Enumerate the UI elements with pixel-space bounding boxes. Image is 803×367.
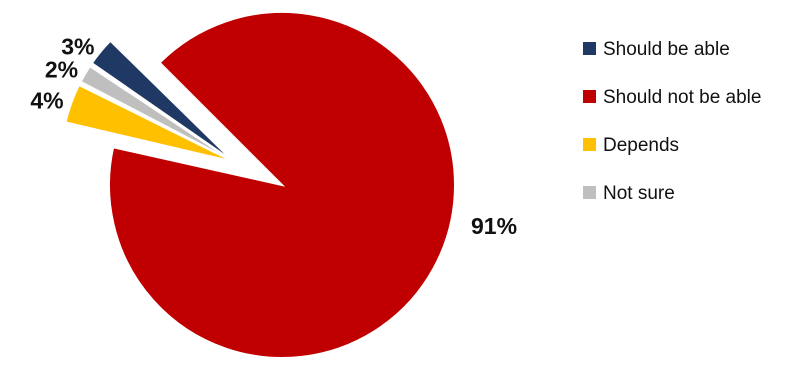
data-label-should-be-able: 3% (61, 34, 94, 60)
pie-slice-should-not-be-able (108, 11, 456, 359)
legend-swatch-should-not-be-able (583, 90, 596, 103)
data-label-not-sure: 2% (45, 57, 78, 83)
legend-item-should-be-able: Should be able (583, 39, 730, 60)
legend-label-should-be-able: Should be able (603, 39, 730, 60)
data-label-should-not-be-able: 91% (471, 213, 517, 239)
pie-slice-should-be-able (90, 39, 235, 163)
legend-item-depends: Depends (583, 135, 679, 156)
legend-item-should-not-be-able: Should not be able (583, 87, 761, 108)
legend-label-not-sure: Not sure (603, 183, 675, 204)
legend-label-should-not-be-able: Should not be able (603, 87, 761, 108)
legend-item-not-sure: Not sure (583, 183, 675, 204)
legend-swatch-should-be-able (583, 42, 596, 55)
legend-label-depends: Depends (603, 135, 679, 156)
data-labels: 91% 4% 2%3% (30, 34, 517, 240)
pie-slice-not-sure (79, 64, 235, 163)
data-label-depends: 4% (30, 88, 63, 114)
legend-swatch-not-sure (583, 186, 596, 199)
legend-swatch-depends (583, 138, 596, 151)
pie-slices (64, 11, 456, 359)
legend: Should be able Should not be able Depends N… (583, 39, 761, 204)
pie-slice-depends (64, 83, 235, 163)
